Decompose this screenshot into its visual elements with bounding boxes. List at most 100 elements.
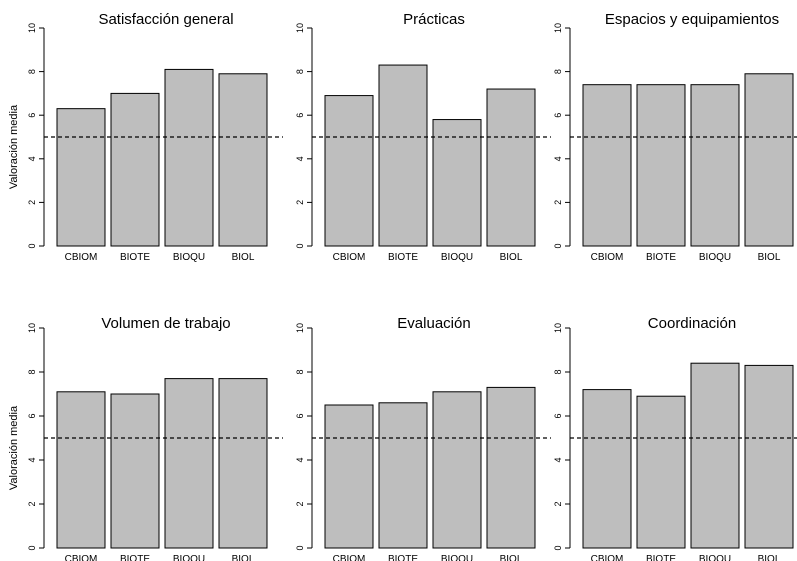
y-tick-label: 10: [295, 23, 305, 33]
y-tick-label: 8: [553, 369, 563, 374]
category-label: BIOTE: [120, 252, 150, 263]
y-tick-label: 0: [27, 545, 37, 550]
panel-title: Coordinación: [648, 315, 736, 332]
y-tick-label: 6: [27, 113, 37, 118]
chart-panel: Prácticas 0 2 4 6 8 10 CBIOM BIOTE BIOQU BIOL: [295, 11, 551, 263]
bar: [582, 389, 632, 549]
y-tick-label: 2: [27, 200, 37, 205]
panel-title: Satisfacción general: [98, 11, 233, 28]
y-tick-label: 0: [553, 545, 563, 550]
y-tick-label: 4: [553, 156, 563, 161]
bar: [432, 119, 482, 247]
category-label: CBIOM: [333, 554, 366, 561]
category-label: BIOL: [500, 252, 523, 263]
y-tick-label: 6: [553, 413, 563, 418]
y-tick-label: 8: [27, 369, 37, 374]
bar: [636, 84, 686, 247]
bar: [56, 108, 106, 247]
category-label: CBIOM: [591, 252, 624, 263]
y-tick-label: 4: [27, 457, 37, 462]
y-axis-label: Valoración media: [8, 104, 20, 189]
category-label: BIOTE: [646, 554, 676, 561]
bar: [164, 378, 214, 549]
category-label: BIOTE: [646, 252, 676, 263]
chart-panel: Coordinación 0 2 4 6 8 10 CBIOM BIOTE BIOQU BIOL: [553, 315, 797, 561]
bar: [636, 395, 686, 549]
category-label: BIOTE: [388, 554, 418, 561]
category-label: BIOQU: [699, 252, 731, 263]
category-label: BIOQU: [441, 252, 473, 263]
y-tick-label: 10: [553, 323, 563, 333]
y-tick-label: 4: [295, 156, 305, 161]
y-tick-label: 8: [295, 69, 305, 74]
category-label: CBIOM: [591, 554, 624, 561]
chart-panel: Volumen de trabajo 0 2 4 6 8 10 Valoración medi…: [8, 315, 283, 561]
y-axis-label: Valoración media: [8, 405, 20, 490]
chart-panel: Evaluación 0 2 4 6 8 10 CBIOM BIOTE BIOQU BIOL: [295, 315, 551, 561]
category-label: BIOL: [758, 252, 781, 263]
y-tick-label: 4: [295, 457, 305, 462]
category-label: BIOTE: [120, 554, 150, 561]
y-tick-label: 4: [553, 457, 563, 462]
bar: [324, 404, 374, 549]
category-label: BIOQU: [173, 252, 205, 263]
y-tick-label: 0: [27, 243, 37, 248]
y-tick-label: 4: [27, 156, 37, 161]
y-tick-label: 6: [553, 113, 563, 118]
y-tick-label: 0: [553, 243, 563, 248]
y-tick-label: 2: [295, 200, 305, 205]
y-tick-label: 6: [295, 413, 305, 418]
y-tick-label: 6: [295, 113, 305, 118]
category-label: BIOQU: [441, 554, 473, 561]
chart-panel: Espacios y equipamientos 0 2 4 6 8 10 CBIOM BIOT…: [553, 11, 797, 263]
category-label: CBIOM: [65, 554, 98, 561]
category-label: CBIOM: [65, 252, 98, 263]
panel-title: Evaluación: [397, 315, 470, 332]
y-tick-label: 2: [553, 501, 563, 506]
panel-title: Volumen de trabajo: [101, 315, 230, 332]
bar: [690, 362, 740, 549]
y-tick-label: 8: [553, 69, 563, 74]
bar: [744, 73, 794, 247]
bar: [218, 378, 268, 549]
y-tick-label: 2: [553, 200, 563, 205]
bar: [432, 391, 482, 549]
bar: [690, 84, 740, 247]
bar: [164, 68, 214, 247]
bar: [486, 386, 536, 549]
category-label: BIOQU: [699, 554, 731, 561]
bar: [110, 393, 160, 549]
y-tick-label: 6: [27, 413, 37, 418]
category-label: BIOL: [232, 554, 255, 561]
y-tick-label: 0: [295, 243, 305, 248]
category-label: BIOL: [232, 252, 255, 263]
panel-title: Prácticas: [403, 11, 465, 28]
category-label: BIOL: [500, 554, 523, 561]
bar: [582, 84, 632, 247]
bar: [744, 364, 794, 549]
bar: [324, 95, 374, 247]
chart-grid: Satisfacción general 0 2 4 6 8 10 Valoración me…: [8, 11, 797, 561]
y-tick-label: 2: [27, 501, 37, 506]
y-tick-label: 10: [295, 323, 305, 333]
category-label: BIOTE: [388, 252, 418, 263]
category-label: BIOL: [758, 554, 781, 561]
y-tick-label: 10: [553, 23, 563, 33]
bar: [486, 88, 536, 247]
y-tick-label: 8: [27, 69, 37, 74]
bar: [218, 73, 268, 247]
category-label: BIOQU: [173, 554, 205, 561]
panel-title: Espacios y equipamientos: [605, 11, 779, 28]
bar: [378, 64, 428, 247]
y-tick-label: 2: [295, 501, 305, 506]
y-tick-label: 8: [295, 369, 305, 374]
chart-panel: Satisfacción general 0 2 4 6 8 10 Valoración me…: [8, 11, 283, 263]
y-tick-label: 0: [295, 545, 305, 550]
y-tick-label: 10: [27, 23, 37, 33]
bar: [56, 391, 106, 549]
category-label: CBIOM: [333, 252, 366, 263]
y-tick-label: 10: [27, 323, 37, 333]
bar: [110, 92, 160, 247]
bar: [378, 402, 428, 549]
